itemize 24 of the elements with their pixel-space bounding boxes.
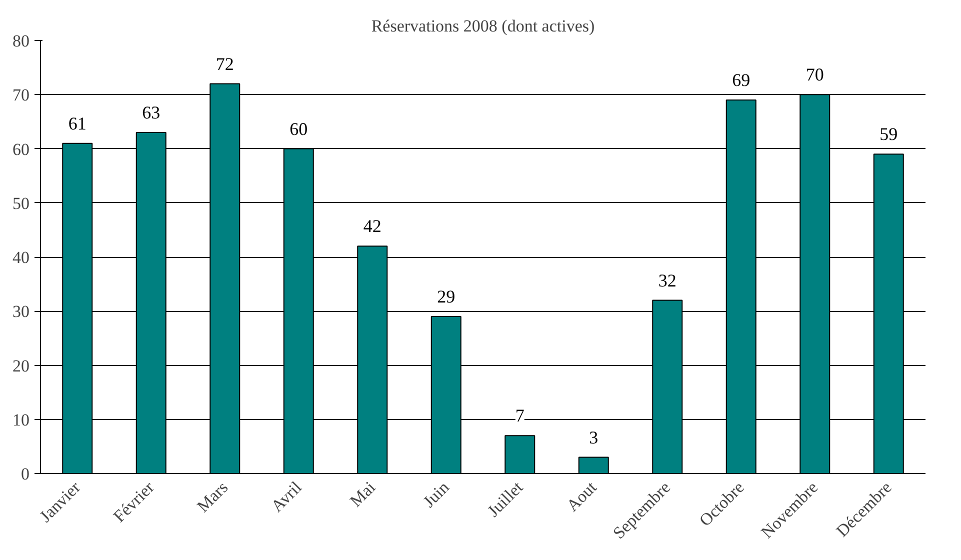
y-tick-label: 0 bbox=[21, 464, 30, 484]
data-label: 42 bbox=[363, 216, 382, 236]
data-label: 60 bbox=[290, 118, 308, 139]
y-tick-label: 80 bbox=[12, 32, 30, 50]
data-label: 61 bbox=[68, 113, 86, 134]
data-label: 59 bbox=[880, 124, 898, 144]
y-tick-label: 10 bbox=[12, 410, 30, 430]
chart-title: Réservations 2008 (dont actives) bbox=[371, 16, 595, 36]
x-tick-label: Mai bbox=[346, 478, 380, 511]
data-label: 72 bbox=[216, 54, 234, 74]
data-label: 32 bbox=[658, 270, 676, 290]
y-tick-label: 20 bbox=[12, 356, 30, 376]
y-tick-label: 60 bbox=[12, 140, 30, 159]
data-label: 29 bbox=[437, 286, 456, 307]
y-tick-label: 30 bbox=[12, 302, 30, 322]
y-tick-label: 50 bbox=[12, 194, 30, 213]
y-tick-label: 70 bbox=[12, 86, 30, 105]
data-label: 7 bbox=[515, 406, 524, 426]
y-tick-label: 40 bbox=[12, 248, 30, 267]
data-label: 3 bbox=[589, 427, 598, 448]
data-label: 70 bbox=[806, 64, 824, 85]
data-label: 69 bbox=[732, 70, 750, 90]
data-label: 63 bbox=[142, 102, 160, 123]
x-tick-label: Juin bbox=[419, 477, 454, 512]
